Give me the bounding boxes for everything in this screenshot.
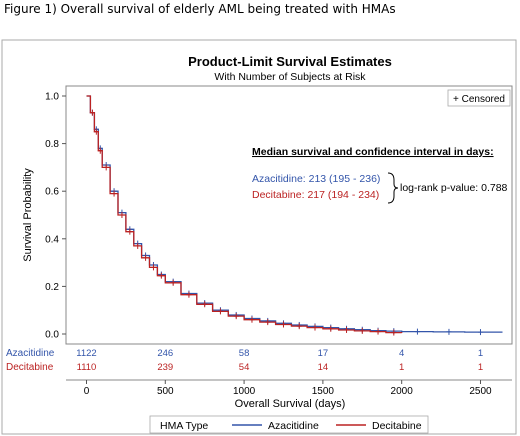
at-risk-decitabine-value: 1110 [77,362,97,373]
survival-curve-azacitidine [86,95,503,333]
x-tick-label: 1500 [312,386,335,397]
median-heading: Median survival and confidence interval … [252,146,494,158]
at-risk-table: 1122 246 58 17 4 1 1110 239 54 14 1 1 [76,348,483,373]
at-risk-decitabine-value: 239 [157,362,173,373]
figure-frame [1,39,517,435]
y-tick-label: 0.0 [45,330,59,341]
x-tick-label: 1000 [233,386,256,397]
x-tick-label: 2000 [391,386,414,397]
at-risk-azacitidine-value: 58 [239,348,250,359]
at-risk-azacitidine-value: 17 [318,348,329,359]
logrank-pvalue: log-rank p-value: 0.788 [400,182,508,194]
axes-layer: 0.0 0.2 0.4 0.6 0.8 1.0 0 500 1000 1500 2000 2500 [45,92,512,397]
at-risk-azacitidine-value: 4 [399,348,404,359]
median-azacitidine: Azacitidine: 213 (195 - 236) [252,173,380,185]
at-risk-azacitidine-value: 1122 [76,348,96,359]
at-risk-decitabine-value: 54 [239,362,250,373]
at-risk-label-azacitidine: Azacitidine [6,348,55,359]
chart-title: Product-Limit Survival Estimates [188,54,392,69]
x-tick-label: 2500 [469,386,492,397]
at-risk-label-decitabine: Decitabine [6,362,54,373]
at-risk-decitabine-value: 1 [399,362,404,373]
censored-legend: + Censored [453,94,505,105]
figure-caption: Figure 1) Overall survival of elderly AM… [4,2,396,16]
x-axis-label: Overall Survival (days) [235,398,346,410]
legend-title: HMA Type [160,420,208,432]
x-tick-label: 0 [84,386,90,397]
series-layer [86,95,503,336]
x-tick-label: 500 [157,386,174,397]
plot-frame [65,85,513,345]
y-axis-label: Survival Probability [22,168,34,262]
y-tick-label: 0.2 [45,282,59,293]
legend-item-azacitidine: Azacitidine [268,420,319,432]
y-tick-label: 0.4 [45,234,59,245]
y-tick-label: 0.6 [45,187,59,198]
survival-curve-decitabine [86,95,403,334]
censored-legend-box [447,89,511,107]
legend-item-decitabine: Decitabine [372,420,422,432]
y-tick-label: 1.0 [45,92,59,103]
at-risk-decitabine-value: 1 [478,362,483,373]
y-tick-label: 0.8 [45,139,59,150]
at-risk-decitabine-value: 14 [318,362,329,373]
at-risk-azacitidine-value: 1 [478,348,483,359]
legend-box [149,415,429,434]
at-risk-azacitidine-value: 246 [157,348,173,359]
chart-subtitle: With Number of Subjects at Risk [214,71,366,83]
bracket [387,172,399,204]
median-decitabine: Decitabine: 217 (194 - 234) [252,189,379,201]
